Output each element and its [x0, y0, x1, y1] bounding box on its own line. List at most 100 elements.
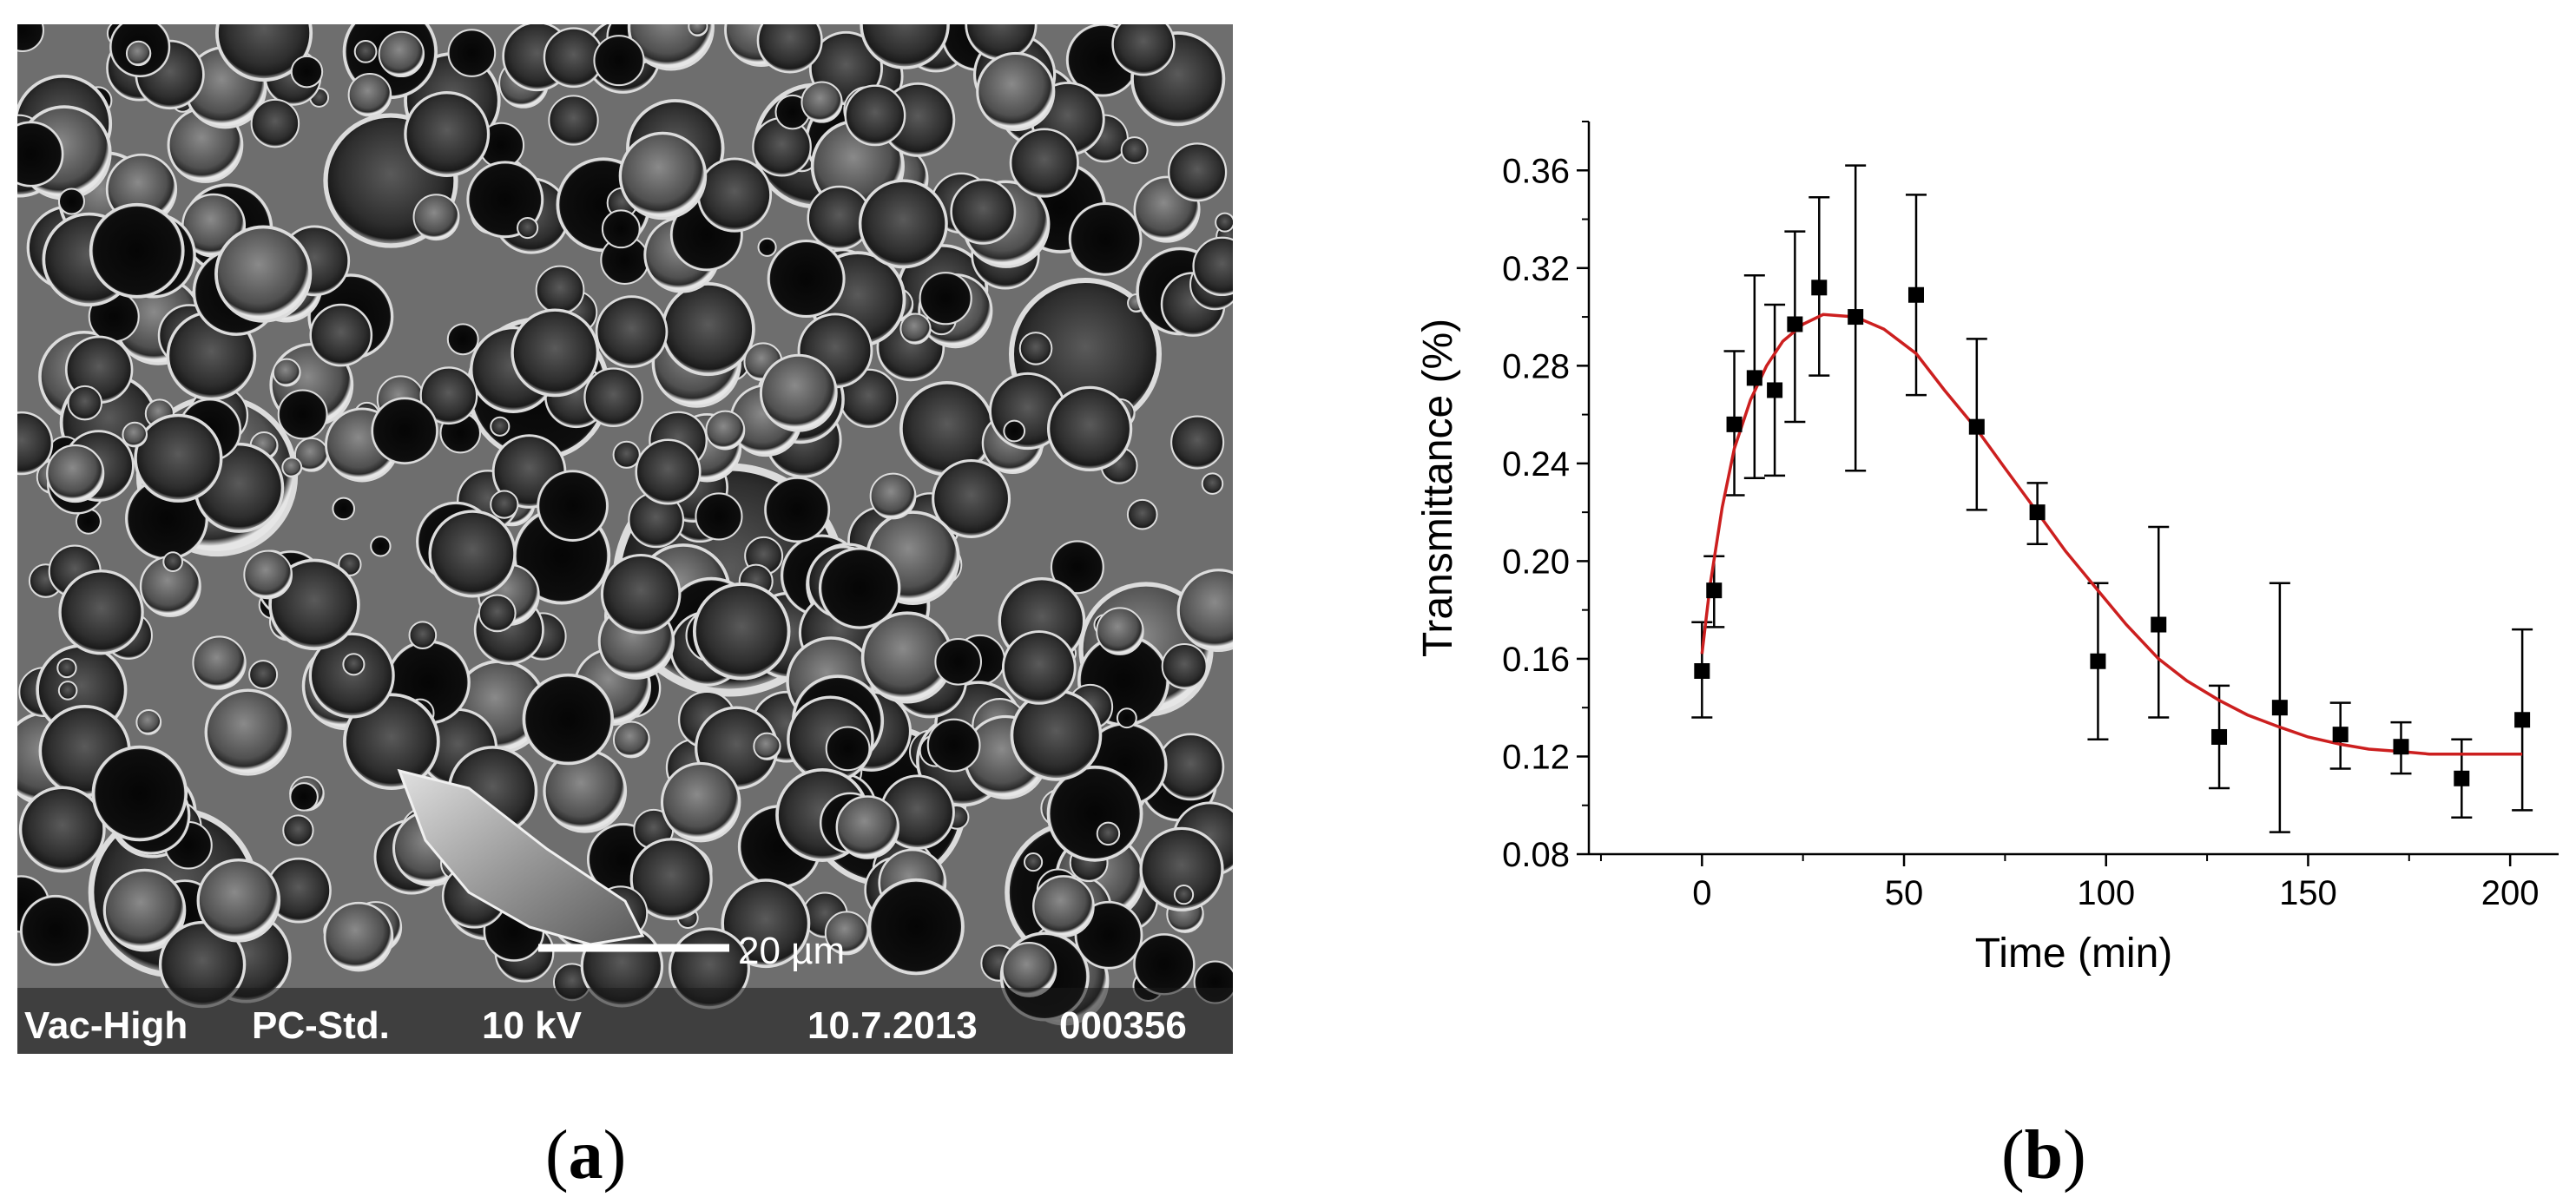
- sem-pore: [243, 549, 293, 600]
- sem-pore: [1010, 689, 1103, 781]
- data-point: [2332, 727, 2349, 743]
- sem-pore: [635, 438, 702, 505]
- sem-pore: [1120, 136, 1149, 165]
- sem-pore: [537, 470, 609, 542]
- sem-pore: [844, 84, 906, 147]
- sem-pore: [272, 358, 301, 387]
- sem-pore: [56, 657, 77, 679]
- sem-voltage-label: 10 kV: [482, 1004, 583, 1047]
- chart-data-markers: [1694, 280, 2531, 786]
- sem-pore: [899, 313, 932, 345]
- x-axis-label: Time (min): [1975, 931, 2173, 977]
- sem-pore: [1111, 12, 1176, 76]
- sem-pore: [818, 547, 901, 629]
- x-tick-label: 200: [2481, 874, 2540, 912]
- data-point: [1787, 316, 1803, 332]
- sem-pore: [1018, 332, 1053, 365]
- sem-pore: [1126, 498, 1158, 530]
- x-tick-label: 50: [1885, 874, 1924, 912]
- sem-pore: [89, 202, 185, 299]
- sem-pore: [618, 131, 708, 220]
- y-axis-label: Transmittance (%): [1415, 319, 1461, 657]
- data-point: [1968, 418, 1985, 435]
- data-point: [1694, 663, 1710, 679]
- sem-pore: [926, 718, 981, 773]
- data-point: [2454, 770, 2470, 786]
- sem-pore: [934, 637, 983, 686]
- sem-pore: [196, 859, 281, 943]
- panel-a-label: (a): [545, 1117, 627, 1194]
- sem-pore: [18, 786, 106, 873]
- sem-pore: [378, 30, 425, 78]
- sem-pore: [162, 551, 183, 572]
- sem-pore: [277, 389, 328, 440]
- sem-pore: [332, 497, 356, 521]
- scale-bar-label: 20 µm: [738, 930, 845, 972]
- sem-pore: [695, 492, 743, 541]
- y-tick-label: 0.32: [1502, 250, 1570, 288]
- sem-pore: [759, 353, 838, 432]
- sem-pore: [57, 188, 85, 215]
- sem-pore: [696, 157, 773, 233]
- sem-pore: [1096, 821, 1121, 846]
- data-point: [1767, 382, 1783, 398]
- sem-image-number-label: 000356: [1059, 1004, 1187, 1047]
- sem-pore: [595, 295, 669, 368]
- sem-pore: [250, 98, 300, 148]
- sem-pore: [1046, 385, 1133, 472]
- sem-pore: [135, 708, 162, 735]
- sem-pore: [1116, 707, 1137, 729]
- sem-pore: [125, 40, 152, 67]
- sem-pore: [1173, 885, 1195, 905]
- sem-pore: [612, 720, 650, 759]
- sem-pore: [661, 281, 755, 377]
- sem-pore: [370, 536, 392, 557]
- data-point: [2029, 504, 2046, 521]
- x-tick-label: 150: [2279, 874, 2337, 912]
- sem-pore: [122, 421, 148, 448]
- sem-pore: [869, 472, 917, 520]
- sem-pore: [57, 681, 78, 701]
- data-point: [2211, 728, 2228, 745]
- sem-pore: [757, 237, 777, 257]
- sem-pore: [1046, 765, 1143, 862]
- sem-pore: [612, 440, 641, 469]
- sem-pore: [490, 490, 519, 519]
- sem-pore: [58, 569, 144, 655]
- sem-pore: [248, 660, 279, 690]
- sem-pore: [688, 16, 708, 36]
- sem-pore: [1074, 900, 1143, 970]
- sem-pore: [1156, 733, 1225, 801]
- data-point: [2271, 700, 2288, 716]
- data-point: [1848, 309, 1864, 326]
- sem-pore: [660, 761, 741, 843]
- sem-pore: [1168, 142, 1228, 202]
- x-tick-label: 0: [1692, 874, 1711, 912]
- transmittance-chart: 0 50 100 150 200 0.08 0.12 0.16 0.20 0.24 0.28 0.32…: [1415, 121, 2559, 977]
- sem-pore: [428, 510, 517, 598]
- sem-pore: [601, 209, 641, 249]
- sem-pore: [1161, 642, 1208, 689]
- data-point: [1907, 286, 1924, 303]
- sem-micrograph-panel: 20 µm Vac-High PC-Std. 10 kV 10.7.2013 0…: [0, 0, 1261, 1054]
- data-point: [2514, 712, 2531, 728]
- sem-pore: [976, 51, 1056, 132]
- sem-pore: [290, 55, 324, 89]
- sem-pore: [281, 457, 303, 478]
- sem-pore: [1001, 630, 1077, 705]
- sem-pore: [825, 726, 871, 772]
- sem-pore: [1201, 472, 1224, 495]
- sem-pore: [692, 582, 791, 681]
- sem-pore: [309, 303, 373, 367]
- sem-debris-flake: [397, 768, 645, 946]
- sem-pore: [593, 35, 645, 87]
- sem-pore: [323, 901, 394, 972]
- sem-pore: [282, 814, 314, 846]
- sem-pore: [800, 81, 843, 123]
- sem-pore: [412, 194, 460, 241]
- sem-pore: [522, 673, 615, 766]
- panel-b-label: (b): [2001, 1117, 2086, 1194]
- sem-pore: [1050, 540, 1104, 595]
- sem-pore: [408, 621, 438, 650]
- transmittance-chart-panel: 0 50 100 150 200 0.08 0.12 0.16 0.20 0.24 0.28 0.32…: [1354, 78, 2576, 1033]
